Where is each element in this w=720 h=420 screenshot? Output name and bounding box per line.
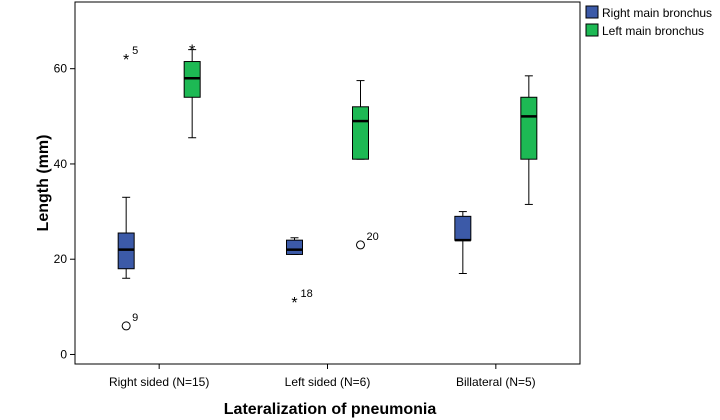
x-tick-label: Left sided (N=6)	[285, 375, 371, 389]
x-tick-label: Right sided (N=15)	[109, 375, 209, 389]
box-left-bronchus	[183, 49, 201, 139]
y-tick-label: 60	[54, 62, 68, 76]
y-axis-title: Length (mm)	[35, 135, 52, 232]
outlier-star: *	[291, 295, 297, 312]
box-right-bronchus	[286, 237, 303, 255]
box-iqr	[454, 215, 472, 241]
y-tick-label: 20	[54, 252, 68, 266]
y-tick-label: 0	[60, 347, 67, 361]
x-axis-title: Lateralization of pneumonia	[224, 401, 437, 418]
box-iqr	[520, 96, 538, 160]
box-left-bronchus	[520, 75, 538, 205]
y-tick-label: 40	[54, 157, 68, 171]
legend-swatch	[585, 23, 599, 37]
plot-frame	[74, 1, 581, 365]
box-series	[117, 49, 538, 279]
outlier-label: 20	[367, 231, 379, 243]
legend-label: Right main bronchus	[602, 6, 712, 20]
outlier-circle	[121, 321, 131, 331]
box-right-bronchus	[454, 211, 472, 274]
outlier-star: *	[123, 52, 129, 69]
outlier-circle	[356, 240, 365, 250]
x-tick-label: Billateral (N=5)	[456, 375, 536, 389]
legend-swatch	[585, 5, 599, 19]
box-right-bronchus	[117, 196, 135, 279]
outlier-star: *	[189, 43, 195, 60]
legend-label: Left main bronchus	[602, 24, 704, 38]
x-axis: Right sided (N=15) Left sided (N=6) Billat…	[109, 364, 536, 389]
outlier-label: 18	[301, 288, 313, 300]
box-iqr	[352, 106, 369, 160]
outlier-points: *59*18*20	[121, 43, 379, 331]
outlier-label: 9	[132, 312, 138, 324]
outlier-label: 5	[132, 45, 138, 57]
y-axis: 0 20 40 60	[54, 62, 75, 361]
legend: Right main bronchus Left main bronchus	[585, 5, 712, 38]
box-iqr	[286, 239, 303, 255]
box-left-bronchus	[352, 80, 369, 160]
